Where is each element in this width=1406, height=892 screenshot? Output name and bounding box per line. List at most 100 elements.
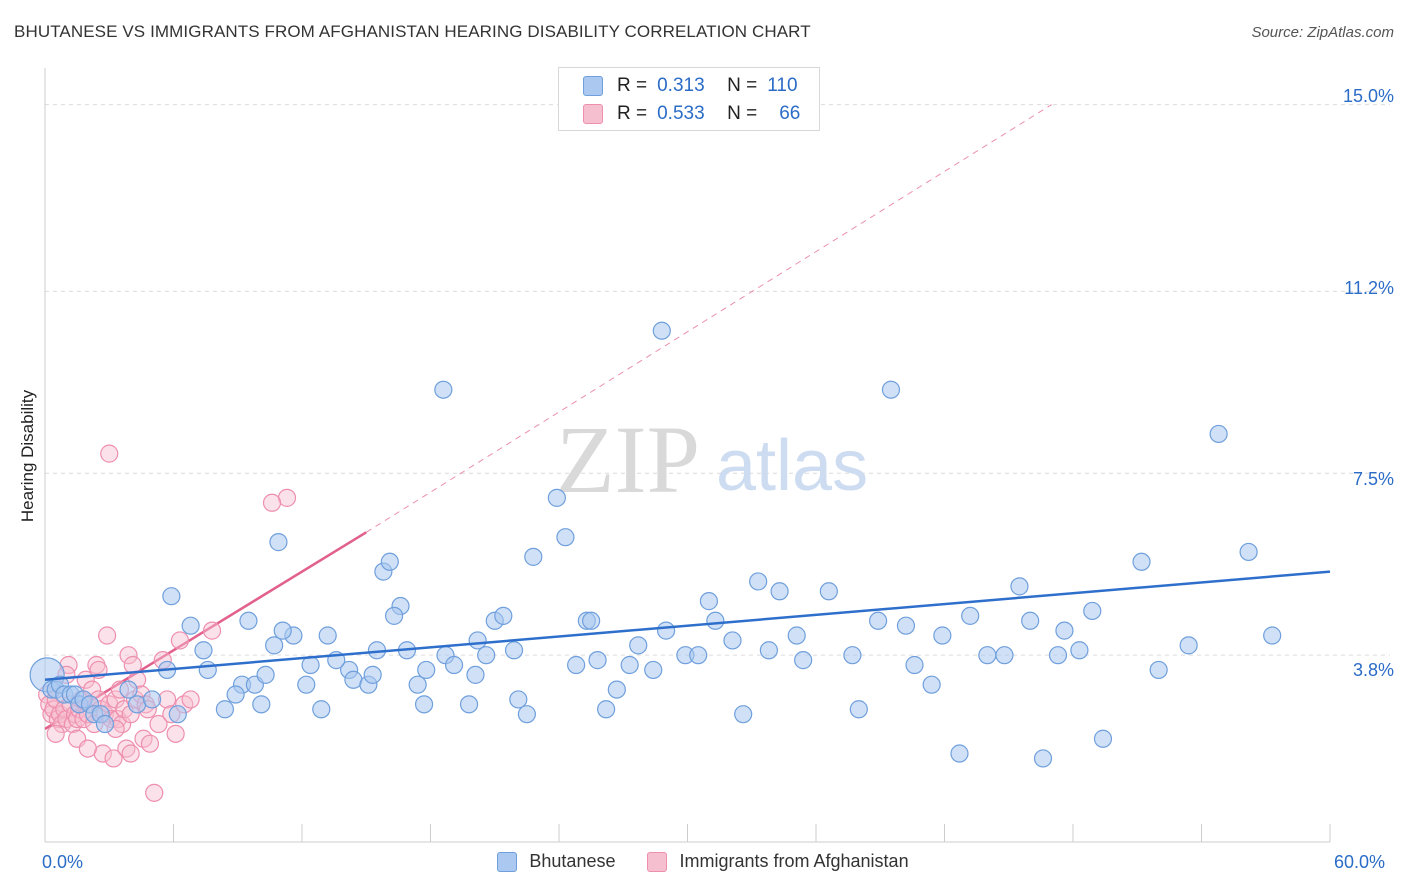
y-tick-label: 3.8% [1352,660,1394,680]
bhutanese-point [239,611,258,630]
bhutanese-point [414,695,434,714]
legend-item-bhutanese[interactable]: Bhutanese [497,851,615,872]
bhutanese-point [995,646,1014,665]
bhutanese-point [459,695,479,714]
bhutanese-point [127,695,147,714]
bhutanese-point [1239,542,1258,562]
legend-label: Bhutanese [529,851,616,871]
bhutanese-point [1083,601,1102,621]
r-value: 0.313 [657,75,705,96]
axes [44,68,1331,843]
bhutanese-point [1070,641,1089,660]
afghan-point [121,744,140,763]
bhutanese-point [466,665,485,684]
legend-item-afghan[interactable]: Immigrants from Afghanistan [647,851,909,872]
bhutanese-point [652,321,671,340]
bhutanese-legend-swatch [497,851,518,872]
n-value: 110 [767,75,798,96]
afghan-point [100,444,119,463]
bhutanese-point [384,606,404,625]
afghan-point [170,631,190,650]
r-label: R = [617,75,648,96]
bhutanese-point [734,705,753,724]
bhutanese-point [363,665,382,684]
afghan-point [262,493,282,512]
afghan-point [149,714,168,734]
bhutanese-point [1179,636,1198,655]
bhutanese-point [588,651,607,670]
bhutanese-point [517,705,536,724]
bhutanese-point [265,636,284,655]
bhutanese-point [1010,577,1029,596]
bhutanese-point [509,690,528,709]
bhutanese-point [656,621,676,640]
source-label: Source: ZipAtlas.com [1251,24,1394,41]
afghan-point [140,734,160,753]
bhutanese-point [215,700,234,719]
afghan-trend-solid [44,531,367,730]
bhutanese-point [699,592,719,611]
afghan-point [202,621,222,640]
bhutanese-point [689,646,708,665]
bhutanese-point [181,616,200,635]
bhutanese-point [273,621,292,640]
stats-row-afghan: R = 0.533 N = 66 [583,101,800,127]
bhutanese-point [547,488,566,507]
bhutanese-points [29,321,1282,768]
bhutanese-point [162,587,181,606]
stats-legend: R = 0.313 N = 110 R = 0.533 N = 66 [558,67,820,131]
watermark: ZIP atlas [556,406,868,513]
bhutanese-point [620,655,639,675]
afghan-point [104,749,123,768]
bhutanese-point [706,611,725,630]
bhutanese-point [1048,646,1068,665]
bhutanese-point [524,547,543,566]
bhutanese-point [607,680,626,699]
bhutanese-point [312,700,331,719]
bhutanese-point [168,705,187,724]
bhutanese-point [759,641,778,660]
bhutanese-point [477,646,496,665]
bhutanese-point [556,528,575,547]
y-tick-label: 11.2% [1344,278,1394,298]
bhutanese-trend-line [44,570,1331,682]
bhutanese-point [787,626,806,645]
n-value: 66 [779,103,801,124]
bhutanese-point [881,380,901,399]
y-tick-label: 7.5% [1352,469,1394,489]
bhutanese-point [922,675,941,694]
bhutanese-point [417,660,436,680]
afghan-point [78,739,97,758]
bhutanese-point [961,606,980,625]
bhutanese-point [1021,611,1040,630]
chart-title: BHUTANESE VS IMMIGRANTS FROM AFGHANISTAN… [14,22,811,41]
bhutanese-point [794,651,813,670]
afghan-legend-swatch [647,851,668,872]
grid-lines [45,104,1390,656]
bhutanese-point [252,695,271,714]
bhutanese-point [567,655,586,675]
bhutanese-trend-solid [44,570,1331,682]
bhutanese-point [1033,749,1053,768]
bhutanese-point [1055,621,1074,640]
bhutanese-swatch [583,76,603,96]
r-label: R = [617,103,648,124]
watermark-atlas: atlas [716,426,868,506]
afghan-point [98,626,117,645]
bhutanese-point [950,744,969,763]
afghan-point [46,724,65,743]
bhutanese-point [819,582,838,601]
bhutanese-point [256,665,275,684]
afghan-swatch [583,104,603,124]
bhutanese-point [198,660,217,680]
bhutanese-point [444,655,464,675]
n-label: N = [727,75,758,96]
afghan-point [145,783,164,802]
bhutanese-point [905,655,924,675]
bhutanese-point [1093,729,1113,748]
bhutanese-point [1132,552,1151,571]
bhutanese-point [318,626,337,645]
stats-row-bhutanese: R = 0.313 N = 110 [583,73,798,99]
bhutanese-point [749,572,768,591]
